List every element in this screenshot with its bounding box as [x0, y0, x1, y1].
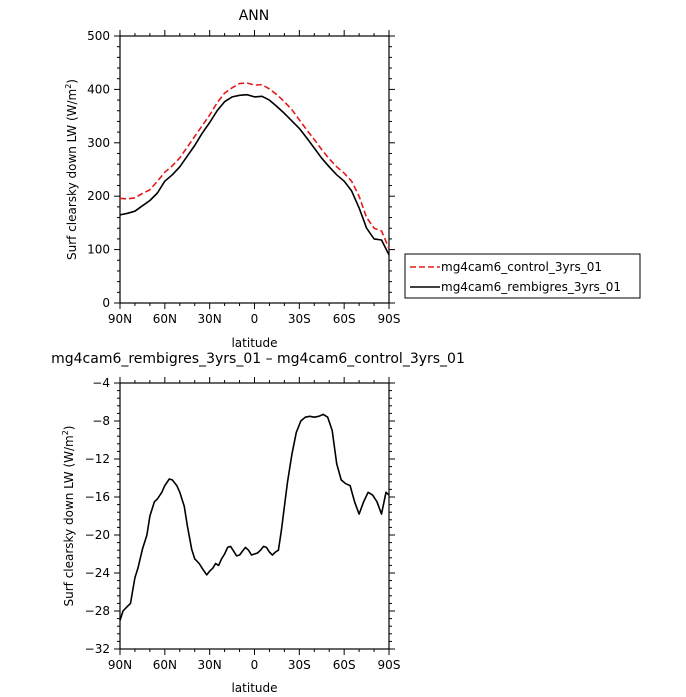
y-axis-label-main: Surf clearsky down LW (W/m — [65, 89, 79, 260]
x-tick-label: 60N — [153, 658, 177, 672]
y-tick-label: −28 — [85, 604, 110, 618]
x-tick-label: 0 — [251, 658, 259, 672]
x-tick-label: 60S — [333, 658, 356, 672]
legend: mg4cam6_control_3yrs_01 mg4cam6_rembigres… — [404, 253, 641, 299]
legend-box — [404, 253, 641, 299]
legend-label: mg4cam6_rembigres_3yrs_01 — [441, 280, 621, 294]
y-tick-label: 200 — [87, 189, 110, 203]
x-tick-label: 30S — [288, 312, 311, 326]
x-tick-label: 90N — [108, 658, 132, 672]
series-line-1-1 — [119, 82, 390, 249]
y-tick-label: 100 — [87, 243, 110, 257]
y-tick-label: 500 — [87, 29, 110, 43]
y-tick-label: −16 — [85, 490, 110, 504]
plot-frame — [119, 382, 390, 650]
x-tick-label: 90N — [108, 312, 132, 326]
x-tick-label: 30S — [288, 658, 311, 672]
y-tick-label: −4 — [92, 376, 110, 390]
y-tick-label: −12 — [85, 452, 110, 466]
x-tick-label: 60N — [153, 312, 177, 326]
chart-title: ANN — [239, 8, 270, 24]
x-tick-label: 90S — [378, 658, 401, 672]
x-tick-label: 90S — [378, 312, 401, 326]
y-tick-label: 0 — [102, 296, 110, 310]
x-tick-label: 0 — [251, 312, 259, 326]
y-tick-label: −20 — [85, 528, 110, 542]
y-tick-label: 300 — [87, 136, 110, 150]
y-axis-label-tail: ) — [62, 425, 76, 430]
y-tick-label: −24 — [85, 566, 110, 580]
chart-title: mg4cam6_rembigres_3yrs_01 – mg4cam6_cont… — [51, 351, 465, 367]
x-tick-label: 30N — [198, 312, 222, 326]
y-axis-label: Surf clearsky down LW (W/m2) — [61, 425, 76, 606]
y-axis-label-sup: 2 — [64, 84, 73, 89]
x-axis-label: latitude — [231, 681, 277, 695]
series-line-2-1 — [119, 413, 390, 621]
chart-panel-2: 90N 60N 30N 0 30S 60S 90S −32 −28 −24 −20 −16 −12 −8 −… — [51, 351, 465, 695]
y-tick-label: −8 — [92, 414, 110, 428]
series-line-1-2 — [119, 93, 390, 256]
y-axis-label-main: Surf clearsky down LW (W/m — [62, 435, 76, 606]
legend-label: mg4cam6_control_3yrs_01 — [441, 260, 602, 274]
x-tick-label: 30N — [198, 658, 222, 672]
y-axis-label-tail: ) — [65, 79, 79, 84]
y-axis-label: Surf clearsky down LW (W/m2) — [64, 79, 79, 260]
y-tick-label: 400 — [87, 82, 110, 96]
x-axis-label: latitude — [231, 336, 277, 350]
chart-panel-1: 90N 60N 30N 0 30S 60S 90S 0 100 200 300 400 500 ANN la… — [64, 8, 641, 350]
plot-frame — [119, 35, 390, 304]
y-tick-label: −32 — [85, 642, 110, 656]
x-tick-label: 60S — [333, 312, 356, 326]
y-axis-label-sup: 2 — [61, 430, 70, 435]
